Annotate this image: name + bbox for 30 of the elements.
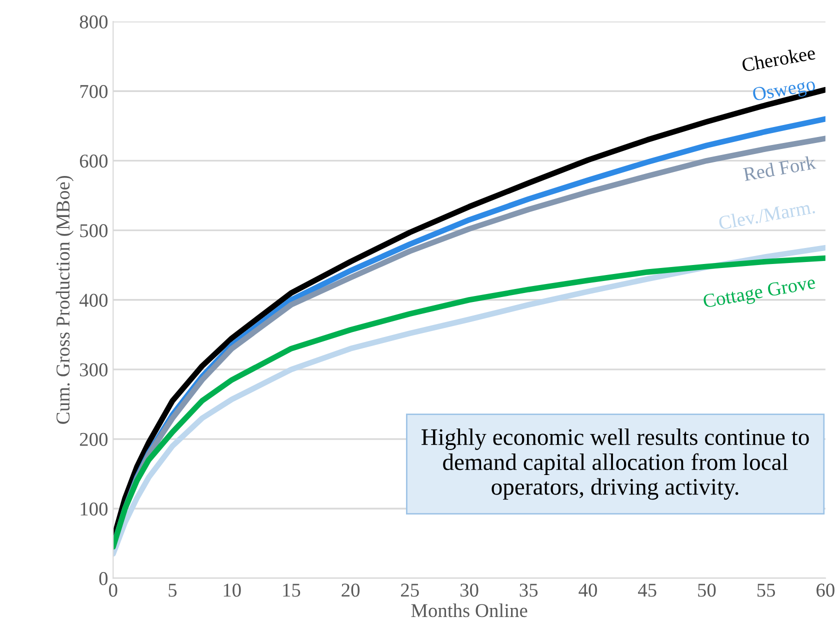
y-axis-title: Cum. Gross Production (MBoe) — [56, 176, 74, 424]
x-tick-label: 15 — [283, 584, 300, 597]
x-tick-label: 10 — [224, 584, 241, 597]
x-axis-title: Months Online — [411, 603, 528, 618]
y-tick-label: 700 — [80, 84, 108, 98]
y-tick-label: 500 — [80, 224, 108, 238]
y-tick-label: 800 — [80, 15, 108, 28]
x-tick-label: 25 — [401, 584, 419, 597]
text: Clev./Marm. — [718, 200, 816, 230]
y-tick-label: 200 — [80, 432, 108, 446]
x-tick-label: 60 — [816, 584, 834, 597]
text: Red Fork — [742, 155, 816, 182]
x-tick-label: 50 — [698, 584, 716, 597]
text: Cottage Grove — [702, 275, 816, 312]
text: Cherokee — [741, 46, 816, 72]
x-tick-label: 5 — [168, 584, 177, 597]
x-tick-label: 30 — [460, 584, 478, 597]
y-tick-label: 300 — [80, 363, 108, 376]
y-tick-label: 400 — [79, 294, 108, 307]
x-tick-label: 0 — [109, 584, 118, 597]
text: Oswego — [752, 77, 816, 105]
x-tick-label: 40 — [578, 584, 597, 597]
annotation: Highly economic well results continue to demand capital allocation from local operators, driving activity. — [422, 428, 809, 500]
y-tick-label: 0 — [99, 572, 108, 586]
x-tick-label: 55 — [757, 584, 776, 597]
x-tick-label: 35 — [520, 584, 538, 597]
y-tick-label: 100 — [80, 502, 108, 516]
x-tick-label: 20 — [342, 584, 360, 597]
x-tick-label: 45 — [638, 584, 656, 597]
y-tick-label: 600 — [80, 154, 108, 168]
